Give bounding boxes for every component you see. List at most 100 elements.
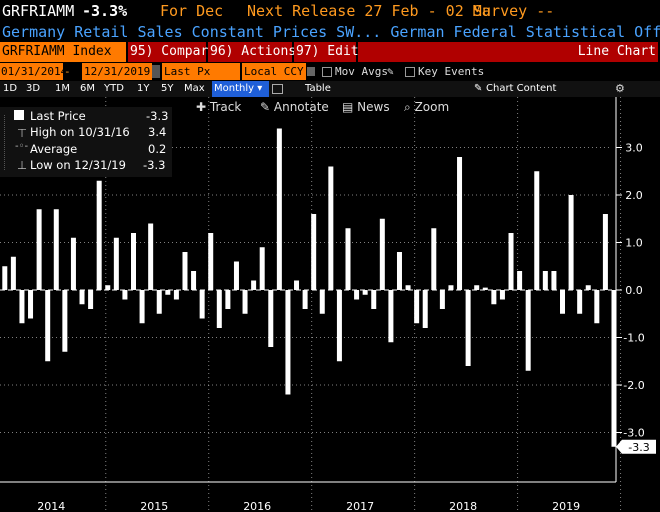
bar [28,290,34,319]
legend-average-value: 0.2 [148,142,167,156]
x-axis: 2014 2015 2016 2017 2018 2019 [0,481,616,512]
y-tick-label: 0.0 [625,284,643,297]
x-tick-label: 2017 [346,500,374,512]
period-label: For Dec [160,2,224,20]
chart-content-icon[interactable]: ✎ [474,83,483,94]
bar [362,290,368,295]
actions-button[interactable]: 96) Actions ▾ [208,42,312,62]
calendar-icon[interactable] [152,65,160,78]
bar [439,290,445,309]
y-tick-label: -3.0 [623,427,644,440]
bar [268,290,274,347]
zoom-label: Zoom [414,100,450,114]
edit-button[interactable]: 97) Edit ▾ [294,42,374,62]
survey-label: Survey -- [473,2,555,20]
chart-content-button[interactable]: Chart Content [486,83,557,94]
bar [302,290,308,309]
bar [551,271,557,290]
bar [36,209,42,290]
bar [2,266,8,290]
y-tick-label: -1.0 [623,332,644,345]
bar [319,290,325,314]
x-tick-label: 2019 [552,500,580,512]
annotate-icon: ✎ [260,100,271,114]
zoom-tool[interactable]: ⌕ Zoom [404,100,449,115]
track-tool[interactable]: ✚ Track [196,100,241,114]
bar-chart: 3.02.01.00.0-1.0-2.0-3.0-3.3 2014 2015 201… [0,97,656,512]
start-date-input[interactable]: 01/31/2014 [0,63,68,80]
bar [156,290,162,314]
bar [448,285,454,290]
track-label: Track [209,100,242,114]
bar [491,290,497,305]
bar [53,209,59,290]
date-separator: - [64,65,71,78]
y-tick-label: 1.0 [625,237,643,250]
range-1y[interactable]: 1Y [137,83,150,94]
bar [122,290,128,300]
ticker-field[interactable]: GRFRIAMM Index [0,42,126,62]
bar [431,228,437,290]
range-3d[interactable]: 3D [26,83,41,94]
key-events-checkbox[interactable] [405,67,415,77]
bar [517,271,523,290]
range-1m[interactable]: 1M [55,83,70,94]
frequency-select[interactable]: Monthly ▾ [212,81,269,97]
range-5y[interactable]: 5Y [161,83,174,94]
bar [611,290,617,447]
bar [225,290,231,309]
end-date-input[interactable]: 12/31/2019 [82,63,152,80]
pencil-icon[interactable]: ✎ [387,65,394,78]
bar [422,290,428,328]
last-value: -3.3% [82,2,128,20]
table-icon[interactable] [272,84,283,94]
gear-icon[interactable]: ⚙ [615,82,625,95]
bar [560,290,565,314]
currency-select[interactable]: Local CCY [242,63,306,80]
chart-type-label[interactable]: Line Chart [358,42,658,62]
bar [182,252,188,290]
legend-drag-handle[interactable] [4,115,6,170]
header-row: GRFRIAMM -3.3% For Dec Next Release 27 F… [0,0,660,22]
bar [508,233,514,290]
compare-button[interactable]: 95) Compare [128,42,216,62]
zoom-icon: ⌕ [404,100,411,114]
bar [294,280,300,290]
range-max[interactable]: Max [184,83,205,94]
bar [534,171,540,290]
mov-avgs-label[interactable]: Mov Avgs [335,65,388,78]
legend-last-price: Last Price [30,109,86,123]
annotate-tool[interactable]: ✎ Annotate [260,100,329,114]
bar [525,290,531,371]
field-select[interactable]: Last Px [162,63,240,80]
news-tool[interactable]: ▤ News [342,100,390,114]
bar [216,290,222,328]
table-button[interactable]: Table [305,83,331,94]
bar [173,290,179,300]
last-price-swatch-icon [14,110,24,120]
ticker-label: GRFRIAMM [2,2,75,20]
bar [96,180,102,290]
range-ytd[interactable]: YTD [104,83,124,94]
bar [10,256,16,290]
high-marker-icon: ⊤ [17,126,28,140]
currency-dropdown-icon[interactable] [307,67,315,76]
next-release: Next Release 27 Feb - 02 Ma [247,2,491,20]
range-6m[interactable]: 6M [80,83,95,94]
bar [191,271,197,290]
range-1d[interactable]: 1D [3,83,18,94]
bar [88,290,94,309]
bar [379,218,385,290]
news-label: News [357,100,390,114]
bar [148,223,154,290]
bar [251,280,257,290]
bar [233,261,239,290]
controls-row: 01/31/2014 - 12/31/2019 Last Px Local CC… [0,63,660,80]
bar [165,290,171,295]
bar [139,290,145,324]
bar [79,290,85,305]
mov-avgs-checkbox[interactable] [322,67,332,77]
bar [594,290,600,324]
key-events-label[interactable]: Key Events [418,65,485,78]
low-marker-icon: ⊥ [17,158,28,172]
